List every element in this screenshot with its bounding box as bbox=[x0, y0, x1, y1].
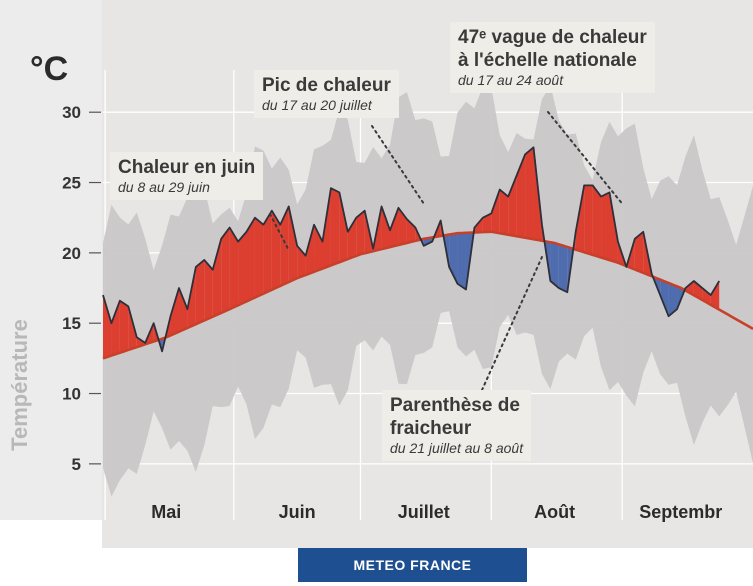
anomaly-cool-fill bbox=[550, 242, 559, 289]
x-tick-label: Mai bbox=[151, 502, 181, 522]
anomaly-warm-fill bbox=[280, 206, 289, 286]
anomaly-warm-fill bbox=[406, 219, 416, 243]
y-tick-label: 25 bbox=[62, 174, 81, 193]
x-tick-label: Août bbox=[534, 502, 575, 522]
normal-curve bbox=[102, 230, 753, 360]
anomaly-warm-fill bbox=[103, 295, 112, 359]
anomaly-warm-fill bbox=[212, 238, 222, 317]
callout-subtitle: du 17 au 24 août bbox=[458, 72, 564, 88]
callout-title: Parenthèse de bbox=[390, 395, 520, 416]
unit-label: °C bbox=[30, 50, 69, 88]
callout-subtitle: du 17 au 20 juillet bbox=[262, 97, 372, 113]
annotation-leader bbox=[371, 125, 425, 205]
x-tick-label: Juin bbox=[279, 502, 316, 522]
anomaly-warm-fill bbox=[322, 188, 331, 269]
anomaly-warm-fill bbox=[710, 281, 720, 310]
callout-pic-chaleur: Pic de chaleur du 17 au 20 juillet bbox=[254, 70, 399, 118]
anomaly-warm-fill bbox=[305, 224, 315, 275]
annotation-leader bbox=[547, 111, 624, 205]
anomaly-warm-fill bbox=[685, 281, 694, 296]
anomaly-warm-fill bbox=[339, 192, 348, 263]
left-panel bbox=[0, 0, 102, 520]
anomaly-warm-fill bbox=[204, 259, 213, 321]
anomaly-warm-fill bbox=[575, 185, 585, 253]
callout-subtitle: du 21 juillet au 8 août bbox=[390, 440, 524, 456]
callout-title: Chaleur en juin bbox=[118, 157, 256, 178]
y-tick-label: 30 bbox=[62, 103, 81, 122]
anomaly-warm-fill bbox=[525, 147, 534, 240]
anomaly-warm-fill bbox=[634, 231, 644, 273]
anomaly-warm-fill bbox=[584, 185, 593, 255]
anomaly-warm-fill bbox=[254, 217, 264, 298]
callout-title: Pic de chaleur bbox=[262, 75, 391, 96]
anomaly-warm-fill bbox=[221, 227, 230, 313]
callout-vague-chaleur: 47ᵉ vague de chaleur à l'échelle nationa… bbox=[450, 22, 655, 93]
anomaly-warm-fill bbox=[330, 188, 340, 266]
x-tick-label: Septembr bbox=[639, 502, 722, 522]
anomaly-cool-fill bbox=[449, 233, 458, 284]
anomaly-cool-fill bbox=[668, 282, 678, 317]
anomaly-cool-fill bbox=[457, 232, 466, 290]
anomaly-warm-fill bbox=[246, 217, 255, 302]
anomaly-warm-fill bbox=[178, 288, 188, 332]
anomaly-warm-fill bbox=[119, 300, 129, 353]
annotation-leader bbox=[481, 256, 543, 391]
anomaly-warm-fill bbox=[390, 207, 399, 248]
anomaly-warm-fill bbox=[229, 227, 239, 310]
anomaly-warm-fill bbox=[195, 259, 205, 325]
anomaly-warm-fill bbox=[592, 185, 602, 258]
anomaly-warm-fill bbox=[508, 175, 517, 237]
anomaly-warm-fill bbox=[499, 189, 509, 235]
anomaly-cool-fill bbox=[558, 244, 568, 293]
callout-chaleur-juin: Chaleur en juin du 8 au 29 juin bbox=[110, 152, 264, 200]
anomaly-warm-fill bbox=[601, 192, 610, 261]
observed-line bbox=[102, 146, 721, 353]
y-tick-label: 15 bbox=[62, 314, 81, 333]
callout-title-line2: à l'échelle nationale bbox=[458, 50, 637, 71]
anomaly-warm-fill bbox=[381, 206, 391, 250]
anomaly-warm-fill bbox=[238, 231, 247, 306]
y-axis-title: Température bbox=[7, 319, 32, 451]
callout-title-line2: fraicheur bbox=[390, 418, 472, 439]
anomaly-warm-fill bbox=[187, 266, 196, 328]
y-tick-label: 20 bbox=[62, 244, 81, 263]
annotation-leader bbox=[269, 213, 290, 252]
y-tick-label: 10 bbox=[62, 385, 81, 404]
meteo-france-logo: METEO FRANCE bbox=[298, 548, 527, 582]
y-tick-label: 5 bbox=[72, 455, 81, 474]
anomaly-warm-fill bbox=[314, 224, 323, 272]
anomaly-warm-fill bbox=[356, 210, 365, 256]
anomaly-warm-fill bbox=[111, 300, 120, 356]
anomaly-warm-fill bbox=[516, 154, 526, 238]
anomaly-warm-fill bbox=[347, 217, 357, 260]
callout-title: 47ᵉ vague de chaleur bbox=[458, 27, 647, 48]
callout-subtitle: du 8 au 29 juin bbox=[118, 179, 210, 195]
anomaly-warm-fill bbox=[491, 189, 500, 234]
x-tick-label: Juillet bbox=[398, 502, 450, 522]
anomaly-warm-fill bbox=[170, 288, 179, 336]
anomaly-warm-fill bbox=[288, 206, 298, 283]
anomaly-warm-fill bbox=[482, 213, 492, 233]
anomaly-warm-fill bbox=[263, 210, 272, 294]
callout-parenthese-fraicheur: Parenthèse de fraicheur du 21 juillet au… bbox=[382, 390, 532, 461]
anomaly-cool-fill bbox=[660, 279, 669, 317]
